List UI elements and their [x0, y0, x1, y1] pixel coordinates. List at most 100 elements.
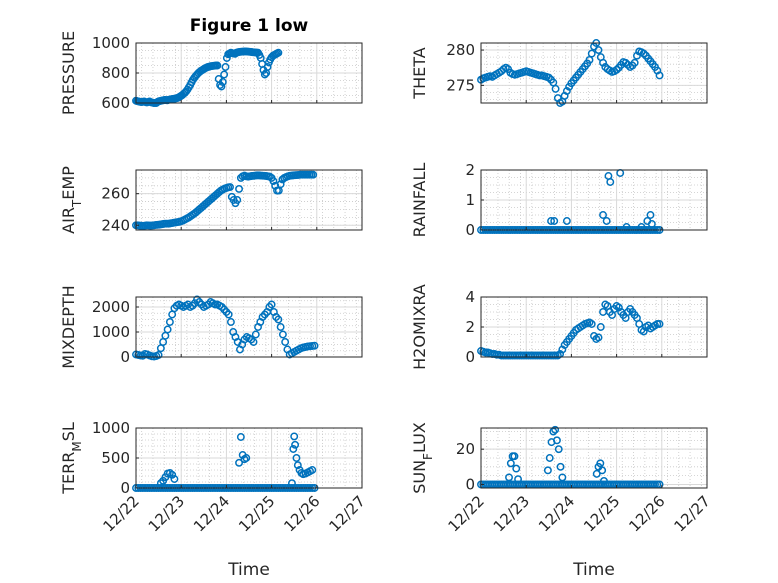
data-point — [274, 315, 283, 324]
y-axis-label: THETA — [410, 47, 429, 99]
data-point — [505, 473, 513, 482]
subplot-theta: 275 280 THETA — [410, 39, 708, 107]
data-point — [276, 323, 285, 331]
y-tick-label: 280 — [446, 41, 475, 59]
data-point — [217, 82, 226, 91]
data-point — [655, 320, 664, 328]
data-point — [596, 323, 605, 331]
data-point — [249, 338, 258, 346]
data-point — [269, 177, 278, 186]
data-point — [170, 475, 179, 483]
data-point — [630, 58, 639, 67]
data-point — [599, 211, 607, 219]
y-axis-label: AIRTEMP — [59, 166, 84, 234]
axes-frame — [480, 427, 708, 489]
data-point — [554, 445, 563, 454]
y-axis-label: MIXDEPTH — [59, 285, 78, 368]
data-point — [655, 71, 664, 80]
data-point — [562, 217, 571, 225]
data-point — [260, 70, 269, 79]
data-point — [235, 458, 244, 467]
data-point — [552, 436, 561, 445]
y-tick-label: 600 — [101, 94, 130, 112]
y-tick-label: 0 — [465, 221, 475, 239]
data-point — [598, 466, 607, 475]
axes-frame — [480, 42, 708, 104]
data-point — [236, 433, 245, 441]
y-tick-label: 20 — [456, 440, 475, 458]
data-point — [163, 325, 172, 334]
data-point — [292, 454, 301, 462]
y-tick-label: 4 — [465, 288, 475, 306]
y-tick-label: 800 — [101, 64, 130, 82]
data-point — [514, 475, 523, 484]
y-tick-label: 500 — [101, 449, 130, 467]
data-point — [623, 60, 632, 69]
y-tick-label: 1000 — [92, 323, 130, 341]
data-point — [647, 220, 656, 228]
data-point — [551, 425, 560, 434]
subplot-air_temp: 240 260 AIRTEMP — [59, 166, 363, 234]
y-tick-label: 1 — [465, 191, 475, 209]
data-point — [512, 464, 521, 473]
axes-frame — [135, 296, 363, 358]
y-tick-label: 0 — [465, 475, 475, 493]
y-axis-label: SUNFLUX — [410, 422, 435, 494]
axes-frame — [135, 169, 363, 231]
data-point — [592, 469, 601, 478]
data-point — [543, 466, 552, 475]
data-point — [551, 84, 560, 93]
data-point — [290, 432, 299, 441]
subplot-rainfall: 0 1 2 RAINFALL — [410, 161, 708, 239]
y-tick-label: 2 — [465, 318, 475, 336]
data-point — [558, 473, 567, 482]
data-point — [213, 61, 222, 70]
data-point — [226, 318, 235, 326]
data-point — [221, 63, 230, 71]
data-point — [550, 217, 559, 225]
y-axis-label: RAINFALL — [410, 163, 429, 238]
subplot-h2omixra: 0 2 4 H2OMIXRA — [410, 284, 708, 370]
data-point — [606, 178, 615, 186]
x-axis-label: Time — [572, 560, 615, 580]
data-point — [544, 73, 553, 82]
y-tick-label: 240 — [101, 216, 130, 234]
y-tick-label: 0 — [120, 479, 130, 497]
y-tick-label: 0 — [120, 348, 130, 366]
y-axis-label: H2OMIXRA — [410, 284, 429, 370]
y-tick-label: 1000 — [92, 419, 130, 437]
data-point — [556, 462, 565, 471]
data-point — [281, 338, 290, 346]
data-point — [310, 341, 319, 350]
data-point — [168, 470, 177, 479]
subplot-mixdepth: 0 1000 2000 MIXDEPTH — [59, 285, 363, 369]
data-point — [165, 318, 174, 326]
data-point — [547, 217, 556, 225]
data-point — [510, 452, 519, 461]
data-point — [289, 445, 298, 453]
data-point — [251, 330, 260, 339]
data-point — [242, 454, 251, 462]
data-point — [233, 196, 242, 204]
data-point — [220, 70, 229, 79]
y-axis-label: TERRMSL — [59, 422, 84, 495]
data-point — [602, 217, 611, 225]
data-point — [154, 351, 163, 359]
data-point — [587, 320, 596, 328]
data-point — [276, 180, 285, 189]
data-point — [639, 49, 648, 58]
y-tick-label: 2000 — [92, 298, 130, 316]
data-point — [596, 459, 605, 468]
subplot-pressure: 600 800 1000 PRESSURE — [59, 31, 363, 115]
data-point — [293, 461, 302, 470]
data-point — [274, 48, 283, 57]
data-point — [599, 58, 607, 67]
data-point — [562, 87, 571, 95]
data-point — [263, 63, 272, 71]
data-point — [278, 330, 287, 339]
data-point — [224, 310, 233, 319]
y-tick-label: 2 — [465, 161, 475, 179]
data-point — [646, 211, 655, 219]
data-point — [594, 46, 603, 55]
